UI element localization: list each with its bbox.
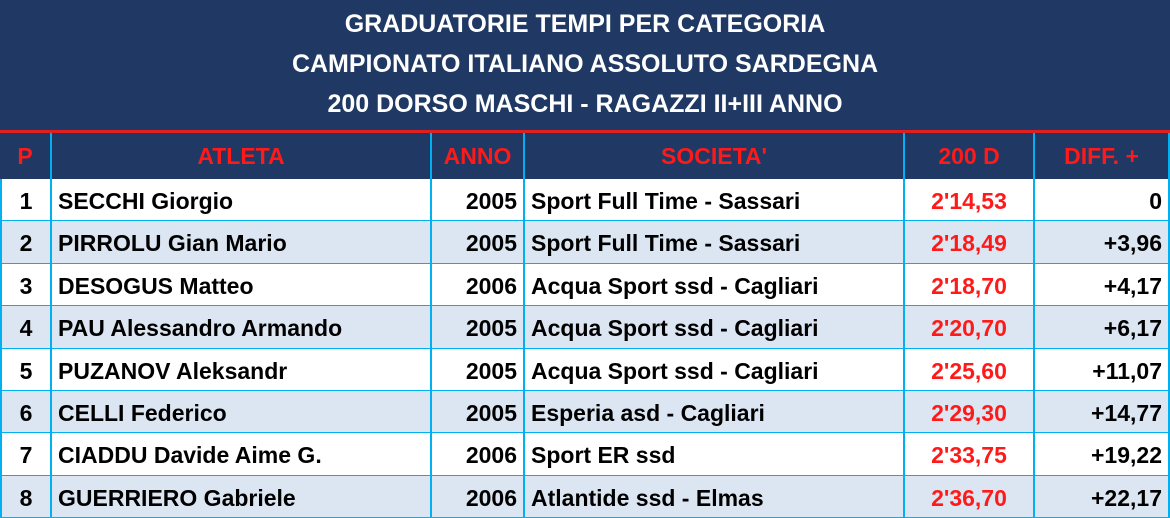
table-cell: 2'14,53: [905, 179, 1035, 222]
header-line: CAMPIONATO ITALIANO ASSOLUTO SARDEGNA: [291, 50, 879, 78]
table-cell: Acqua Sport ssd - Cagliari: [525, 306, 905, 349]
table-cell: 2006: [432, 475, 525, 518]
table-cell: +22,17: [1035, 475, 1170, 518]
table-cell: 2'18,49: [905, 221, 1035, 264]
column-header-row: P ATLETA ANNO SOCIETA' 200 D DIFF. +: [0, 133, 1170, 179]
table-cell: 8: [0, 475, 52, 518]
table-body: 1 SECCHI Giorgio 2005 Sport Full Time - Sas…: [0, 179, 1170, 518]
table-cell: CIADDU Davide Aime G.: [52, 433, 432, 476]
table-cell: +3,96: [1035, 221, 1170, 264]
table-cell: 0: [1035, 179, 1170, 222]
table-cell: +11,07: [1035, 348, 1170, 391]
table-cell: DESOGUS Matteo: [52, 263, 432, 307]
table-cell: Atlantide ssd - Elmas: [525, 475, 905, 518]
table-cell: Sport Full Time - Sassari: [525, 179, 905, 222]
table-cell: Acqua Sport ssd - Cagliari: [525, 348, 905, 391]
table-cell: +19,22: [1035, 433, 1170, 476]
table-cell: 4: [0, 306, 52, 349]
header-line: GRADUATORIE TEMPI PER CATEGORIA: [344, 10, 826, 38]
header: GRADUATORIE TEMPI PER CATEGORIA CAMPIONA…: [0, 0, 1170, 130]
table-cell: 2005: [432, 390, 525, 434]
table-cell: 2'20,70: [905, 306, 1035, 349]
column-header: P: [0, 133, 52, 179]
table-cell: 2006: [432, 263, 525, 307]
table-cell: Esperia asd - Cagliari: [525, 390, 905, 434]
table-cell: +4,17: [1035, 263, 1170, 307]
table-cell: 6: [0, 390, 52, 434]
table-cell: +14,77: [1035, 390, 1170, 434]
table-cell: 2'25,60: [905, 348, 1035, 391]
table-cell: CELLI Federico: [52, 390, 432, 434]
table-cell: Acqua Sport ssd - Cagliari: [525, 263, 905, 307]
table-cell: PAU Alessandro Armando: [52, 306, 432, 349]
table-cell: SECCHI Giorgio: [52, 179, 432, 222]
table-cell: Sport ER ssd: [525, 433, 905, 476]
table-cell: 2005: [432, 306, 525, 349]
table-cell: Sport Full Time - Sassari: [525, 221, 905, 264]
table-cell: PIRROLU Gian Mario: [52, 221, 432, 264]
column-header: ATLETA: [52, 133, 432, 179]
table-cell: 5: [0, 348, 52, 391]
table-cell: 1: [0, 179, 52, 222]
table-cell: 2'29,30: [905, 390, 1035, 434]
table-cell: PUZANOV Aleksandr: [52, 348, 432, 391]
column-header: ANNO: [432, 133, 525, 179]
header-line: 200 DORSO MASCHI - RAGAZZI II+III ANNO: [327, 90, 843, 118]
table-cell: GUERRIERO Gabriele: [52, 475, 432, 518]
table-cell: 2: [0, 221, 52, 264]
table-cell: 2'33,75: [905, 433, 1035, 476]
column-header: DIFF. +: [1035, 133, 1170, 179]
table-cell: 2006: [432, 433, 525, 476]
table-cell: 2005: [432, 179, 525, 222]
table-cell: 3: [0, 263, 52, 307]
table-cell: +6,17: [1035, 306, 1170, 349]
table-cell: 2005: [432, 348, 525, 391]
column-header: SOCIETA': [525, 133, 905, 179]
table-cell: 2005: [432, 221, 525, 264]
divider: [0, 130, 1170, 133]
table-cell: 2'36,70: [905, 475, 1035, 518]
column-header: 200 D: [905, 133, 1035, 179]
table-cell: 7: [0, 433, 52, 476]
table-cell: 2'18,70: [905, 263, 1035, 307]
